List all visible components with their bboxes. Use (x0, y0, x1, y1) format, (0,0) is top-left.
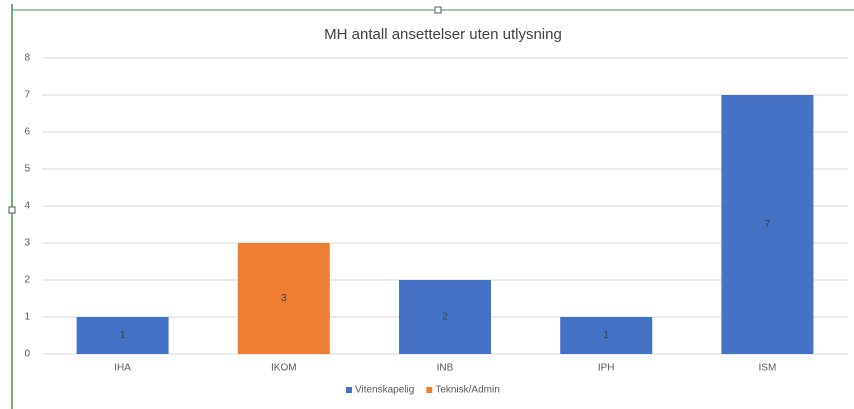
x-tick-label: IPH (598, 363, 615, 374)
y-tick-label: 7 (24, 90, 30, 101)
bar (237, 243, 330, 354)
x-tick-label: IKOM (271, 363, 297, 374)
chart-title: MH antall ansettelser uten utlysning (324, 26, 562, 43)
data-label: 1 (120, 330, 126, 341)
legend-label: Vitenskapelig (355, 385, 414, 396)
data-label: 3 (281, 293, 287, 304)
y-tick-label: 6 (24, 127, 30, 138)
y-tick-label: 2 (24, 275, 30, 286)
data-label: 2 (442, 312, 448, 323)
resize-handle[interactable] (434, 6, 442, 14)
bar (76, 317, 169, 354)
y-tick-label: 4 (24, 201, 30, 212)
y-tick-label: 3 (24, 238, 30, 249)
data-label: 7 (765, 219, 771, 230)
y-tick-label: 1 (24, 312, 30, 323)
x-tick-label: ISM (759, 363, 777, 374)
legend-swatch (346, 387, 352, 393)
y-tick-label: 5 (24, 164, 30, 175)
x-tick-label: IHA (114, 363, 131, 374)
bar (560, 317, 653, 354)
data-label: 1 (603, 330, 609, 341)
x-tick-label: INB (437, 363, 454, 374)
y-tick-label: 8 (24, 53, 30, 64)
bar (721, 95, 814, 354)
legend-label: Teknisk/Admin (435, 385, 499, 396)
resize-handle[interactable] (8, 206, 16, 214)
y-tick-label: 0 (24, 349, 30, 360)
bar (399, 280, 491, 354)
legend-swatch (426, 387, 433, 393)
